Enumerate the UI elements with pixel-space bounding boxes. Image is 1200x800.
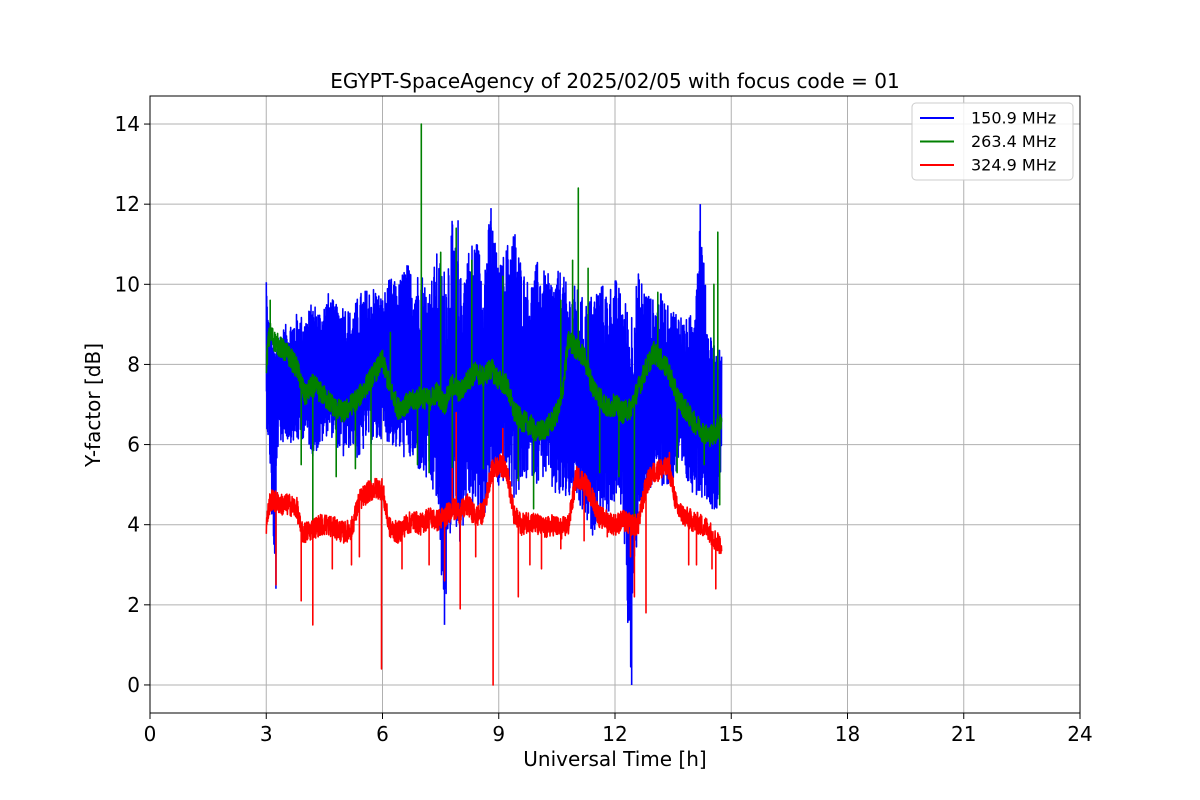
y-tick-label: 4 xyxy=(127,513,140,537)
series-263-4-mhz xyxy=(265,123,723,526)
chart-title: EGYPT-SpaceAgency of 2025/02/05 with foc… xyxy=(330,69,899,93)
series-324-9-mhz xyxy=(265,411,723,686)
y-axis-label: Y-factor [dB] xyxy=(81,343,105,468)
legend-label: 150.9 MHz xyxy=(971,109,1056,128)
x-tick-label: 3 xyxy=(260,722,273,746)
y-tick-label: 8 xyxy=(127,352,140,376)
x-tick-label: 15 xyxy=(719,722,744,746)
series-line xyxy=(265,411,723,686)
series-line xyxy=(265,123,723,526)
y-tick-label: 10 xyxy=(115,272,140,296)
y-tick-label: 14 xyxy=(115,112,140,136)
y-tick-label: 0 xyxy=(127,673,140,697)
x-tick-label: 12 xyxy=(602,722,627,746)
y-tick-label: 6 xyxy=(127,433,140,457)
legend-entries: 150.9 MHz 263.4 MHz 324.9 MHz xyxy=(920,109,1056,175)
x-tick-label: 24 xyxy=(1067,722,1092,746)
series-150-9-mhz xyxy=(265,220,723,668)
y-tick-label: 2 xyxy=(127,593,140,617)
plot-area xyxy=(265,123,723,686)
series-line xyxy=(265,220,723,668)
legend-label: 324.9 MHz xyxy=(971,156,1056,175)
x-tick-label: 9 xyxy=(492,722,505,746)
series-layer xyxy=(265,123,723,686)
x-tick-label: 21 xyxy=(951,722,976,746)
x-tick-label: 18 xyxy=(835,722,860,746)
legend: 150.9 MHz 263.4 MHz 324.9 MHz xyxy=(911,102,1074,181)
legend-label: 263.4 MHz xyxy=(971,132,1056,151)
x-tick-label: 6 xyxy=(376,722,389,746)
legend-box xyxy=(911,102,1074,181)
x-tick-label: 0 xyxy=(144,722,157,746)
x-axis-label: Universal Time [h] xyxy=(523,747,706,771)
y-tick-label: 12 xyxy=(115,192,140,216)
